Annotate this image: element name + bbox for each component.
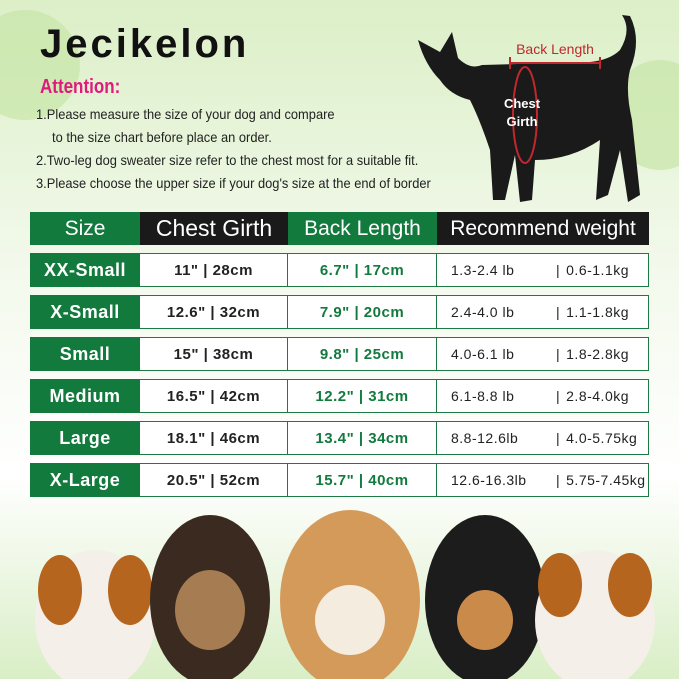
header-recommend-weight: Recommend weight	[437, 212, 649, 245]
dog-photo-4	[425, 515, 545, 679]
weight-cell: 12.6-16.3lb | 5.75-7.45kg	[437, 463, 649, 497]
weight-lb: 1.3-2.4 lb	[451, 262, 515, 278]
weight-cell: 4.0-6.1 lb | 1.8-2.8kg	[437, 337, 649, 371]
note-1-cont: to the size chart before place an order.	[52, 129, 272, 145]
weight-kg: 2.8-4.0kg	[566, 388, 630, 404]
weight-lb: 2.4-4.0 lb	[451, 304, 515, 320]
dog-silhouette	[418, 15, 640, 202]
chest-girth-cell: 11" | 28cm	[140, 253, 288, 287]
back-length-cell: 13.4" | 34cm	[288, 421, 437, 455]
back-length-cell: 15.7" | 40cm	[288, 463, 437, 497]
header-back-length: Back Length	[288, 212, 437, 245]
dog-photo-3	[280, 510, 420, 679]
back-length-label: Back Length	[516, 41, 594, 57]
dog-photo-1	[35, 550, 155, 679]
weight-kg: 4.0-5.75kg	[566, 430, 638, 446]
weight-kg: 1.1-1.8kg	[566, 304, 630, 320]
dogs-photo	[35, 510, 655, 679]
back-length-cell: 9.8" | 25cm	[288, 337, 437, 371]
chest-girth-cell: 16.5" | 42cm	[140, 379, 288, 413]
weight-lb: 6.1-8.8 lb	[451, 388, 515, 404]
weight-cell: 2.4-4.0 lb | 1.1-1.8kg	[437, 295, 649, 329]
table-row: X-Small 12.6" | 32cm 7.9" | 20cm 2.4-4.0…	[30, 295, 649, 329]
dog-photo-2	[150, 515, 270, 679]
table-row: XX-Small 11" | 28cm 6.7" | 17cm 1.3-2.4 …	[30, 253, 649, 287]
size-cell: Large	[30, 421, 140, 455]
back-length-cell: 12.2" | 31cm	[288, 379, 437, 413]
note-2: 2.Two-leg dog sweater size refer to the …	[36, 152, 419, 168]
size-cell: X-Small	[30, 295, 140, 329]
chest-girth-cell: 12.6" | 32cm	[140, 295, 288, 329]
header-chest-girth: Chest Girth	[140, 212, 288, 245]
size-cell: X-Large	[30, 463, 140, 497]
weight-kg: 0.6-1.1kg	[566, 262, 630, 278]
girth-label: Girth	[506, 114, 537, 129]
table-row: X-Large 20.5" | 52cm 15.7" | 40cm 12.6-1…	[30, 463, 649, 497]
back-length-cell: 7.9" | 20cm	[288, 295, 437, 329]
table-row: Medium 16.5" | 42cm 12.2" | 31cm 6.1-8.8…	[30, 379, 649, 413]
dog-photo-5	[535, 550, 655, 679]
chest-girth-cell: 18.1" | 46cm	[140, 421, 288, 455]
table-row: Large 18.1" | 46cm 13.4" | 34cm 8.8-12.6…	[30, 421, 649, 455]
table-row: Small 15" | 38cm 9.8" | 25cm 4.0-6.1 lb |…	[30, 337, 649, 371]
header-size: Size	[30, 212, 140, 245]
chest-girth-cell: 15" | 38cm	[140, 337, 288, 371]
weight-cell: 6.1-8.8 lb | 2.8-4.0kg	[437, 379, 649, 413]
back-length-cell: 6.7" | 17cm	[288, 253, 437, 287]
weight-cell: 1.3-2.4 lb | 0.6-1.1kg	[437, 253, 649, 287]
size-cell: Medium	[30, 379, 140, 413]
note-3: 3.Please choose the upper size if your d…	[36, 175, 431, 191]
size-cell: Small	[30, 337, 140, 371]
weight-kg: 5.75-7.45kg	[566, 472, 646, 488]
weight-kg: 1.8-2.8kg	[566, 346, 630, 362]
brand-title: Jecikelon	[40, 22, 250, 66]
chest-label: Chest	[504, 96, 541, 111]
note-1: 1.Please measure the size of your dog an…	[36, 106, 335, 122]
weight-cell: 8.8-12.6lb | 4.0-5.75kg	[437, 421, 649, 455]
table-header: Size Chest Girth Back Length Recommend w…	[30, 212, 649, 245]
weight-lb: 4.0-6.1 lb	[451, 346, 515, 362]
chest-girth-cell: 20.5" | 52cm	[140, 463, 288, 497]
size-cell: XX-Small	[30, 253, 140, 287]
dog-measurement-diagram: Back Length Chest Girth	[418, 15, 640, 202]
attention-heading: Attention:	[40, 76, 121, 98]
weight-lb: 12.6-16.3lb	[451, 472, 527, 488]
weight-lb: 8.8-12.6lb	[451, 430, 519, 446]
